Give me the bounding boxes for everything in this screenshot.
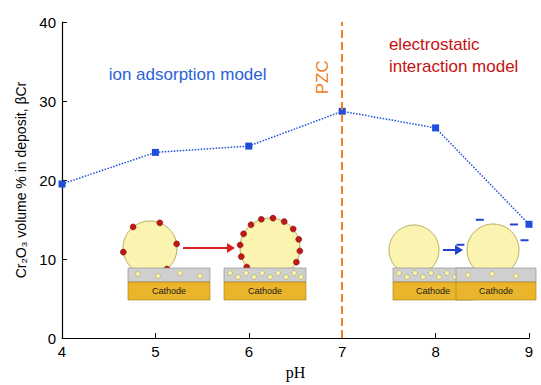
- svg-text:30: 30: [39, 93, 56, 110]
- svg-text:0: 0: [48, 330, 56, 347]
- svg-text:7: 7: [338, 343, 346, 360]
- svg-text:electrostatic: electrostatic: [389, 35, 480, 54]
- svg-text:8: 8: [431, 343, 439, 360]
- svg-text:Cathode: Cathode: [416, 286, 450, 296]
- svg-text:9: 9: [525, 343, 533, 360]
- svg-text:4: 4: [58, 343, 66, 360]
- svg-text:ion adsorption model: ion adsorption model: [109, 65, 267, 84]
- svg-text:5: 5: [151, 343, 159, 360]
- svg-text:40: 40: [39, 14, 56, 31]
- svg-text:PZC: PZC: [313, 60, 332, 94]
- svg-text:Cr₂O₃ volume % in deposit, βCr: Cr₂O₃ volume % in deposit, βCr: [13, 81, 29, 278]
- svg-text:Cathode: Cathode: [248, 286, 282, 296]
- svg-text:Cathode: Cathode: [152, 286, 186, 296]
- svg-text:interaction model: interaction model: [389, 57, 518, 76]
- svg-text:20: 20: [39, 172, 56, 189]
- svg-text:10: 10: [39, 251, 56, 268]
- svg-text:6: 6: [245, 343, 253, 360]
- svg-text:pH: pH: [286, 364, 306, 382]
- svg-text:Cathode: Cathode: [479, 286, 513, 296]
